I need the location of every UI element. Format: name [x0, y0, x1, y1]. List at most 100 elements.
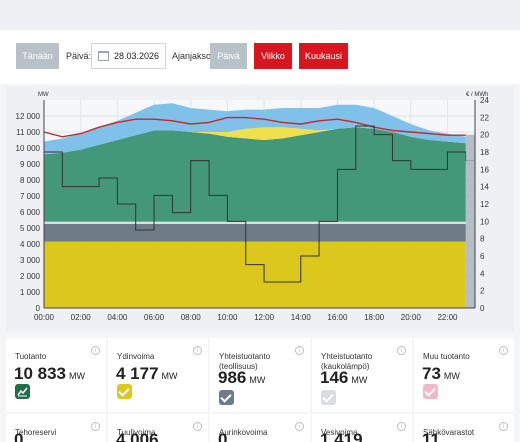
info-icon[interactable]: i [397, 422, 406, 431]
y2-tick-label: 10 [480, 217, 489, 226]
y-tick-label: 8 000 [20, 176, 41, 185]
x-tick-label: 08:00 [181, 313, 202, 322]
period-day-button[interactable]: Päivä [210, 43, 247, 69]
x-tick-label: 00:00 [34, 313, 55, 322]
y2-tick-label: 0 [480, 304, 485, 313]
info-icon[interactable]: i [193, 422, 202, 431]
stat-value-number: 0 [218, 430, 228, 442]
x-tick-label: 12:00 [254, 313, 275, 322]
stat-card-title: Tehoreservi [15, 428, 57, 437]
y-tick-label: 6 000 [20, 208, 41, 217]
stat-card: Sähkövarastot i 11 [414, 414, 514, 442]
stat-card: Vesivoima i 1 419 [312, 414, 412, 442]
y2-tick-label: 22 [480, 113, 489, 122]
series-area-1 [44, 224, 466, 242]
stat-card-title: Tuulivoima [117, 428, 156, 437]
period-month-button[interactable]: Kuukausi [299, 43, 348, 69]
stat-card-value: 4 177 MW [116, 364, 178, 384]
period-week-button[interactable]: Viikko [254, 43, 292, 69]
stat-value-number: 10 833 [14, 364, 66, 383]
x-tick-label: 04:00 [107, 313, 128, 322]
y-tick-label: 0 [36, 304, 41, 313]
series-area-3 [44, 127, 466, 222]
stat-card-value: 4 006 [116, 430, 159, 442]
stat-value-number: 1 419 [320, 430, 363, 442]
current-time-marker [465, 134, 475, 308]
y-tick-label: 3 000 [20, 256, 41, 265]
date-value: 28.03.2026 [114, 51, 160, 61]
stat-card: Muu tuotanto i 73 MW [414, 338, 514, 412]
line-chart-icon[interactable] [15, 384, 30, 399]
stat-card-value: 1 419 [320, 430, 363, 442]
x-tick-label: 20:00 [401, 313, 422, 322]
stat-card: Aurinkovoima i 0 [210, 414, 310, 442]
x-tick-label: 06:00 [144, 313, 165, 322]
stats-cards: Tuotanto i 10 833 MW Ydinvoima i 4 177 MW Yhteis… [0, 338, 520, 442]
y-tick-label: 12 000 [16, 112, 41, 121]
stat-card-value: 73 MW [422, 364, 460, 384]
date-input[interactable]: 28.03.2026 [91, 43, 166, 69]
stat-card: Tuotanto i 10 833 MW [6, 338, 106, 412]
y2-tick-label: 14 [480, 183, 489, 192]
stat-card-value: 11 [422, 430, 440, 442]
stat-card-value: 0 [218, 430, 227, 442]
y-tick-label: 5 000 [20, 224, 41, 233]
check-icon[interactable] [219, 390, 234, 405]
check-icon[interactable] [321, 390, 336, 405]
check-icon[interactable] [117, 384, 132, 399]
y2-tick-label: 2 [480, 287, 485, 296]
info-icon[interactable]: i [193, 346, 202, 355]
y2-tick-label: 18 [480, 148, 489, 157]
stat-card: Ydinvoima i 4 177 MW [108, 338, 208, 412]
period-label: Ajanjakso: [172, 51, 214, 61]
y2-axis-label: € / MWh [466, 92, 488, 98]
stat-value-number: 986 [218, 368, 247, 387]
info-icon[interactable]: i [397, 346, 406, 355]
x-tick-label: 22:00 [437, 313, 458, 322]
x-tick-label: 16:00 [327, 313, 348, 322]
info-icon[interactable]: i [295, 422, 304, 431]
info-icon[interactable]: i [499, 422, 508, 431]
x-tick-label: 14:00 [291, 313, 312, 322]
stat-card-title: Sähkövarastot [423, 428, 475, 437]
series-area-4 [44, 127, 466, 155]
stat-card-title: Vesivoima [321, 428, 358, 437]
y-tick-label: 4 000 [20, 240, 41, 249]
stat-value-unit: MW [351, 375, 368, 385]
stat-card-value: 986 MW [218, 368, 265, 388]
stat-card-title: Ydinvoima [117, 352, 155, 361]
stat-value-number: 4 006 [116, 430, 159, 442]
stat-value-number: 146 [320, 368, 349, 387]
stat-value-unit: MW [443, 371, 460, 381]
y-tick-label: 7 000 [20, 192, 41, 201]
info-icon[interactable]: i [295, 346, 304, 355]
y-tick-label: 9 000 [20, 160, 41, 169]
stat-card: Tuulivoima i 4 006 [108, 414, 208, 442]
price-line [44, 125, 475, 283]
info-icon[interactable]: i [91, 422, 100, 431]
y2-tick-label: 6 [480, 252, 485, 261]
stat-value-number: 73 [422, 364, 441, 383]
stat-value-unit: MW [161, 371, 178, 381]
y2-tick-label: 20 [480, 131, 489, 140]
stat-card-value: 0 [14, 430, 23, 442]
stat-value-unit: MW [249, 375, 266, 385]
check-icon[interactable] [423, 384, 438, 399]
calendar-icon [98, 51, 109, 61]
x-tick-label: 10:00 [217, 313, 238, 322]
stat-value-number: 11 [422, 430, 440, 442]
info-icon[interactable]: i [91, 346, 100, 355]
stat-card: Yhteistuotanto (teollisuus) i 986 MW [210, 338, 310, 412]
y-tick-label: 2 000 [20, 272, 41, 281]
date-label: Päivä: [66, 51, 92, 61]
stat-card-title: Yhteistuotanto (teollisuus) [219, 352, 271, 371]
controls-bar: Tänään Päivä: 28.03.2026 Ajanjakso: Päiv… [0, 30, 520, 84]
y2-tick-label: 16 [480, 165, 489, 174]
top-strip [0, 0, 520, 30]
series-area-5 [44, 103, 466, 155]
today-button[interactable]: Tänään [16, 43, 59, 69]
info-icon[interactable]: i [499, 346, 508, 355]
y2-tick-label: 4 [480, 269, 485, 278]
